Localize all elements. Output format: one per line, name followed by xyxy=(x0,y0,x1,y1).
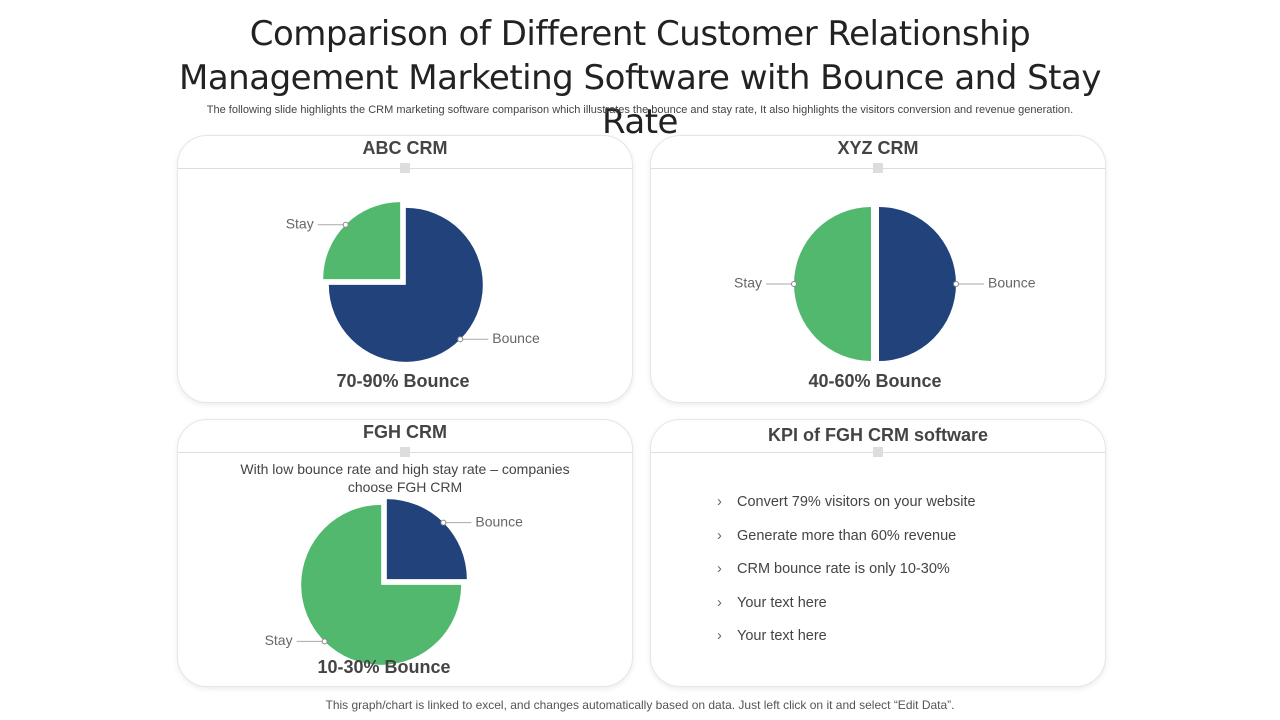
leader-dot xyxy=(457,336,464,343)
card: XYZ CRM xyxy=(650,135,1106,403)
caption: 40-60% Bounce xyxy=(808,371,941,391)
kpi-item: Your text here xyxy=(717,628,976,662)
card: KPI of FGH CRM software Convert 79% visi… xyxy=(650,419,1106,687)
slice-label: Bounce xyxy=(492,330,540,346)
kpi-item: CRM bounce rate is only 10-30% xyxy=(717,561,976,595)
card-title: KPI of FGH CRM software xyxy=(767,425,988,445)
leader-dot xyxy=(440,519,447,526)
pie-slice xyxy=(386,499,467,580)
slice-label: Stay xyxy=(734,275,762,291)
subtitle: The following slide highlights the CRM m… xyxy=(206,104,1074,116)
slice-label: Bounce xyxy=(475,513,523,529)
kpi-item: Convert 79% visitors on your website xyxy=(717,494,976,528)
slice-label: Stay xyxy=(286,215,314,231)
leader-dot xyxy=(321,638,328,645)
caption: 70-90% Bounce xyxy=(336,371,469,391)
card-title: XYZ CRM xyxy=(837,138,919,158)
footer: This graph/chart is linked to excel, and… xyxy=(325,698,955,712)
slice-label: Stay xyxy=(265,632,293,648)
leader-dot xyxy=(953,281,959,287)
kpi-item: Generate more than 60% revenue xyxy=(717,528,976,562)
kpi-item: Your text here xyxy=(717,595,976,629)
kpi-list: Convert 79% visitors on your websiteGene… xyxy=(717,494,976,662)
leader-dot xyxy=(342,221,349,228)
card-title: FGH CRM xyxy=(363,422,447,442)
pie-slice xyxy=(328,207,483,362)
pie-slice xyxy=(301,504,462,665)
slice-label: Bounce xyxy=(988,275,1036,291)
leader-dot xyxy=(791,281,797,287)
pie-slice xyxy=(323,202,401,280)
card-title: ABC CRM xyxy=(362,138,448,158)
description: With low bounce rate and high stay rate … xyxy=(240,461,570,495)
pie-slice xyxy=(879,207,956,361)
caption: 10-30% Bounce xyxy=(317,657,450,677)
pie-slice xyxy=(794,207,871,361)
title: Comparison of Different Customer Relatio… xyxy=(179,14,1101,142)
